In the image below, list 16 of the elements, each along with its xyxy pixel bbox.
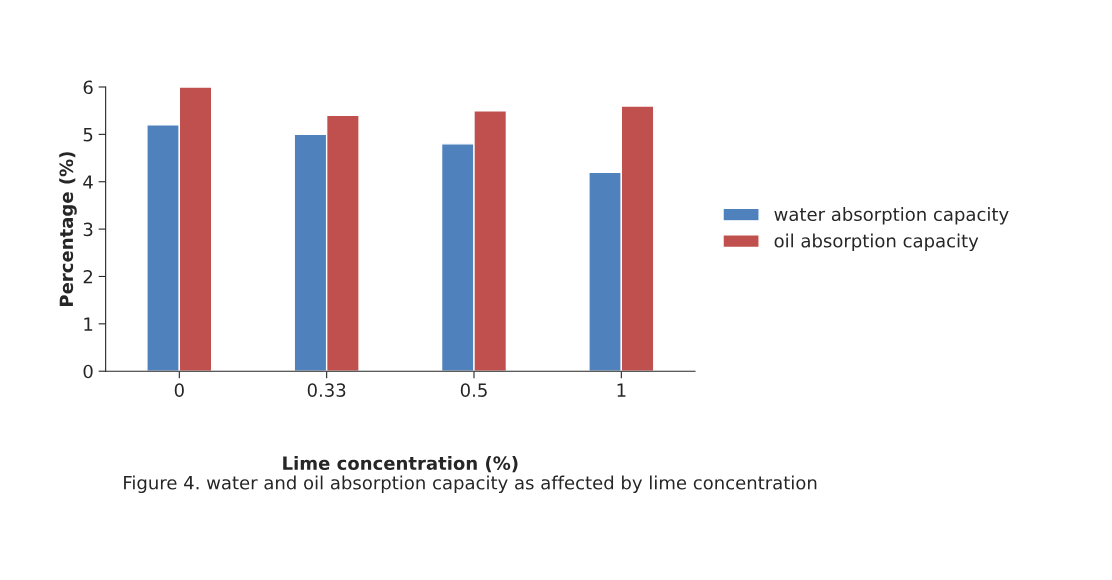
caption: Figure 4. water and oil absorption capacity as affected by lime concentration	[124, 475, 817, 494]
legend-label: water absorption capacity	[774, 207, 1009, 225]
y-tick-label: 6	[83, 80, 93, 95]
y-tick-label: 3	[83, 222, 93, 237]
x-axis-title: Lime concentration (%)	[283, 456, 518, 473]
y-axis-title: Percentage (%)	[59, 152, 77, 306]
y-tick-label: 0	[83, 364, 93, 379]
y-tick-label: 5	[83, 128, 93, 142]
y-tick-label: 2	[83, 269, 93, 284]
x-tick-label: 0	[174, 383, 184, 397]
legend-label: oil absorption capacity	[774, 233, 979, 252]
y-tick-label: 4	[83, 175, 93, 189]
y-tick-label: 1	[84, 317, 93, 331]
x-tick-label: 0.5	[460, 383, 487, 397]
x-tick-label: 0.33	[307, 383, 346, 397]
x-tick-label: 1	[617, 383, 626, 397]
